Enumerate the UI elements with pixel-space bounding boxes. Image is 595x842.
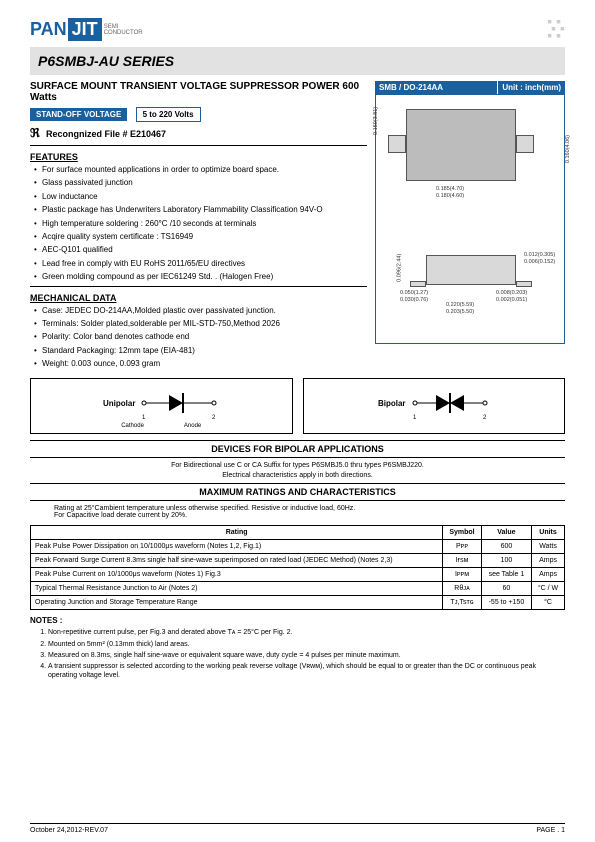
logo-jit: JIT: [68, 18, 102, 41]
svg-text:2: 2: [483, 415, 487, 421]
max-ratings-heading: MAXIMUM RATINGS AND CHARACTERISTICS: [30, 483, 565, 501]
logo-sub: SEMICONDUCTOR: [104, 24, 143, 36]
features-list: For surface mounted applications in orde…: [30, 165, 367, 283]
ratings-intro: Rating at 25°Cambient temperature unless…: [54, 505, 565, 519]
svg-text:2: 2: [212, 415, 216, 421]
mech-item: Terminals: Solder plated,solderable per …: [34, 319, 367, 329]
footer: October 24,2012-REV.07 PAGE . 1: [30, 823, 565, 834]
diode-symbols: Unipolar 12 CathodeAnode Bipolar: [30, 378, 565, 434]
voltage-range: 5 to 220 Volts: [136, 107, 201, 122]
table-header: Symbol: [443, 526, 482, 540]
logo: PANJIT SEMICONDUCTOR: [30, 18, 565, 41]
package-name: SMB / DO-214AA: [375, 81, 498, 94]
bipolar-icon: 12: [410, 383, 490, 423]
package-drawing: 0.150(3.81) 0.160(4.06) 0.185(4.70) 0.18…: [375, 94, 565, 344]
standoff-tag: STAND-OFF VOLTAGE: [30, 108, 127, 121]
bipolar-apps-heading: DEVICES FOR BIPOLAR APPLICATIONS: [30, 440, 565, 458]
table-row: Operating Junction and Storage Temperatu…: [31, 596, 565, 610]
feature-item: Acqire quality system certificate : TS16…: [34, 232, 367, 242]
features-heading: FEATURES: [30, 152, 367, 162]
feature-item: For surface mounted applications in orde…: [34, 165, 367, 175]
package-unit: Unit : inch(mm): [498, 81, 565, 94]
table-header: Value: [481, 526, 531, 540]
table-header: Units: [532, 526, 565, 540]
feature-item: Glass passivated junction: [34, 178, 367, 188]
bipolar-note-2: Electrical characteristics apply in both…: [30, 472, 565, 479]
table-row: Peak Forward Surge Current 8.3ms single …: [31, 554, 565, 568]
feature-item: High temperature soldering : 260°C /10 s…: [34, 219, 367, 229]
feature-item: Plastic package has Underwriters Laborat…: [34, 205, 367, 215]
svg-text:1: 1: [142, 415, 146, 421]
feature-item: Low inductance: [34, 192, 367, 202]
bipolar-note-1: For Bidirectional use C or CA Suffix for…: [30, 462, 565, 469]
unipolar-box: Unipolar 12 CathodeAnode: [30, 378, 293, 434]
note-item: Non-repetitive current pulse, per Fig.3 …: [48, 628, 565, 637]
feature-item: AEC-Q101 qualified: [34, 245, 367, 255]
mech-item: Case: JEDEC DO-214AA,Molded plastic over…: [34, 306, 367, 316]
notes-heading: NOTES :: [30, 616, 565, 625]
svg-text:1: 1: [413, 415, 417, 421]
feature-item: Lead free in comply with EU RoHS 2011/65…: [34, 259, 367, 269]
table-header: Rating: [31, 526, 443, 540]
table-row: Typical Thermal Resistance Junction to A…: [31, 582, 565, 596]
note-item: Measured on 8.3ms, single half sine-wave…: [48, 651, 565, 660]
mech-item: Standard Packaging: 12mm tape (EIA-481): [34, 346, 367, 356]
subtitle: SURFACE MOUNT TRANSIENT VOLTAGE SUPPRESS…: [30, 81, 367, 103]
ul-mark-icon: ℜ: [30, 126, 40, 141]
table-row: Peak Pulse Power Dissipation on 10/1000μ…: [31, 540, 565, 554]
ratings-table: RatingSymbolValueUnits Peak Pulse Power …: [30, 525, 565, 610]
logo-pan: PAN: [30, 19, 67, 39]
bipolar-box: Bipolar 12: [303, 378, 566, 434]
unipolar-icon: 12: [139, 383, 219, 423]
table-row: Peak Pulse Current on 10/1000μs waveform…: [31, 568, 565, 582]
series-title: P6SMBJ-AU SERIES: [30, 47, 565, 75]
decor-dots: ▪ ▪ ▪ ▪▪ ▪: [547, 18, 565, 39]
notes-list: Non-repetitive current pulse, per Fig.3 …: [30, 628, 565, 679]
mech-item: Polarity: Color band denotes cathode end: [34, 332, 367, 342]
note-item: Mounted on 5mm² (0.13mm thick) land area…: [48, 640, 565, 649]
mechdata-list: Case: JEDEC DO-214AA,Molded plastic over…: [30, 306, 367, 370]
footer-date: October 24,2012-REV.07: [30, 827, 108, 834]
feature-item: Green molding compound as per IEC61249 S…: [34, 272, 367, 282]
package-header: SMB / DO-214AA Unit : inch(mm): [375, 81, 565, 94]
mechdata-heading: MECHANICAL DATA: [30, 293, 367, 303]
mech-item: Weight: 0.003 ounce, 0.093 gram: [34, 359, 367, 369]
recognized-file: Recongnized File # E210467: [46, 129, 166, 139]
note-item: A transient suppressor is selected accor…: [48, 662, 565, 680]
footer-page: PAGE . 1: [536, 827, 565, 834]
